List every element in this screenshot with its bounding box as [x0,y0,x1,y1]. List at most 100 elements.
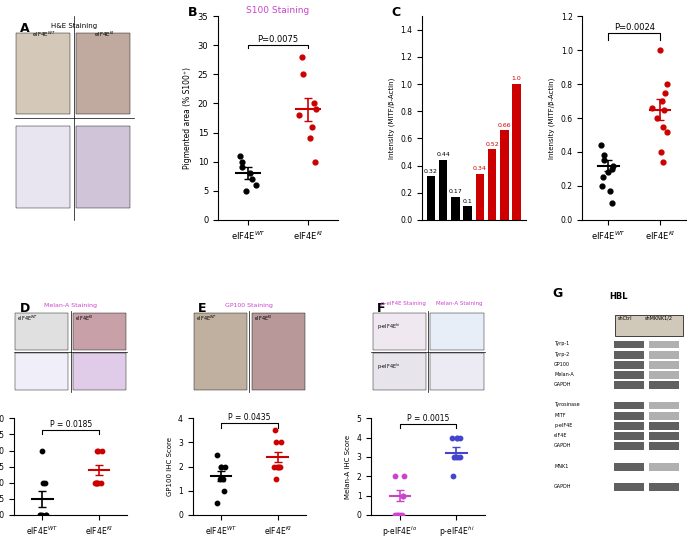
Y-axis label: Intensity (MITF/β-Actin): Intensity (MITF/β-Actin) [388,78,395,159]
Text: P = 0.0435: P = 0.0435 [228,413,271,422]
Text: H&E Staining: H&E Staining [51,23,97,29]
Point [647,104,658,112]
Text: MNK1: MNK1 [554,463,568,468]
Point [455,453,466,461]
Point [234,151,246,160]
Point [272,462,284,471]
Text: 0.32: 0.32 [424,169,438,173]
Bar [427,176,435,220]
Point [452,453,463,461]
FancyBboxPatch shape [650,442,679,450]
Text: p-eIF4E Staining: p-eIF4E Staining [381,301,426,306]
Point [274,462,285,471]
Point [607,161,618,170]
Point [90,479,101,487]
Point [36,511,48,519]
Point [218,474,229,483]
Point [97,446,108,455]
FancyBboxPatch shape [650,433,679,440]
Point [451,434,462,442]
FancyBboxPatch shape [614,442,644,450]
Point [216,462,227,471]
Point [220,462,231,471]
Point [92,446,104,455]
Point [92,479,103,487]
Point [654,46,666,55]
Text: A: A [20,22,29,35]
FancyBboxPatch shape [614,463,644,470]
Title: S100 Staining: S100 Staining [246,7,309,16]
Point [595,141,606,150]
Point [598,151,609,160]
Point [657,96,668,105]
FancyBboxPatch shape [430,353,484,390]
Point [41,511,52,519]
Point [607,165,618,173]
Text: shMKNK1/2: shMKNK1/2 [645,315,673,320]
Point [452,434,463,442]
Text: C: C [391,6,400,19]
Point [218,486,229,495]
FancyBboxPatch shape [614,351,644,359]
Point [297,53,308,61]
Point [40,511,51,519]
Point [93,479,104,487]
Point [390,511,401,519]
Point [216,462,227,471]
Point [651,114,662,122]
Point [596,182,608,190]
Text: p-eIF4E: p-eIF4E [554,423,573,428]
Point [211,450,223,459]
Point [271,462,282,471]
Point [270,474,281,483]
FancyBboxPatch shape [650,371,679,379]
Point [95,479,106,487]
Text: 0.52: 0.52 [485,141,499,146]
Text: Tyrp-1: Tyrp-1 [554,341,569,346]
Text: eIF4E$^{KI}$: eIF4E$^{KI}$ [94,29,114,39]
FancyBboxPatch shape [650,361,679,369]
Point [251,180,262,189]
Point [657,158,668,166]
FancyBboxPatch shape [650,412,679,420]
Point [659,88,671,97]
Point [603,168,614,177]
Point [398,491,409,500]
Text: GAPDH: GAPDH [554,484,572,489]
Point [240,186,251,195]
FancyBboxPatch shape [650,351,679,359]
FancyBboxPatch shape [650,422,679,430]
Text: MITF: MITF [554,412,566,418]
Text: HBL: HBL [609,292,627,301]
Point [246,175,258,183]
Text: P = 0.0185: P = 0.0185 [50,420,92,429]
Point [236,163,247,172]
FancyBboxPatch shape [16,33,71,114]
Y-axis label: Pigmented area (% S100⁺): Pigmented area (% S100⁺) [183,67,192,169]
Text: P = 0.0015: P = 0.0015 [407,414,449,423]
Text: Tyrosinase: Tyrosinase [554,403,580,408]
FancyBboxPatch shape [15,353,69,390]
Point [37,446,48,455]
Point [446,434,457,442]
Text: 0.17: 0.17 [449,189,462,194]
Point [270,426,281,435]
FancyBboxPatch shape [650,341,679,349]
Point [398,472,409,481]
FancyBboxPatch shape [614,361,644,369]
Point [655,147,666,156]
Point [658,105,669,114]
FancyBboxPatch shape [614,402,644,409]
FancyBboxPatch shape [15,313,69,350]
Point [392,511,403,519]
Point [661,80,672,88]
Y-axis label: Intensity (MITF/β-Actin): Intensity (MITF/β-Actin) [549,78,555,159]
FancyBboxPatch shape [76,33,130,114]
Bar [463,206,472,220]
FancyBboxPatch shape [614,433,644,440]
Point [390,472,401,481]
Point [398,491,409,500]
Point [244,169,256,178]
FancyBboxPatch shape [614,371,644,379]
FancyBboxPatch shape [650,463,679,470]
